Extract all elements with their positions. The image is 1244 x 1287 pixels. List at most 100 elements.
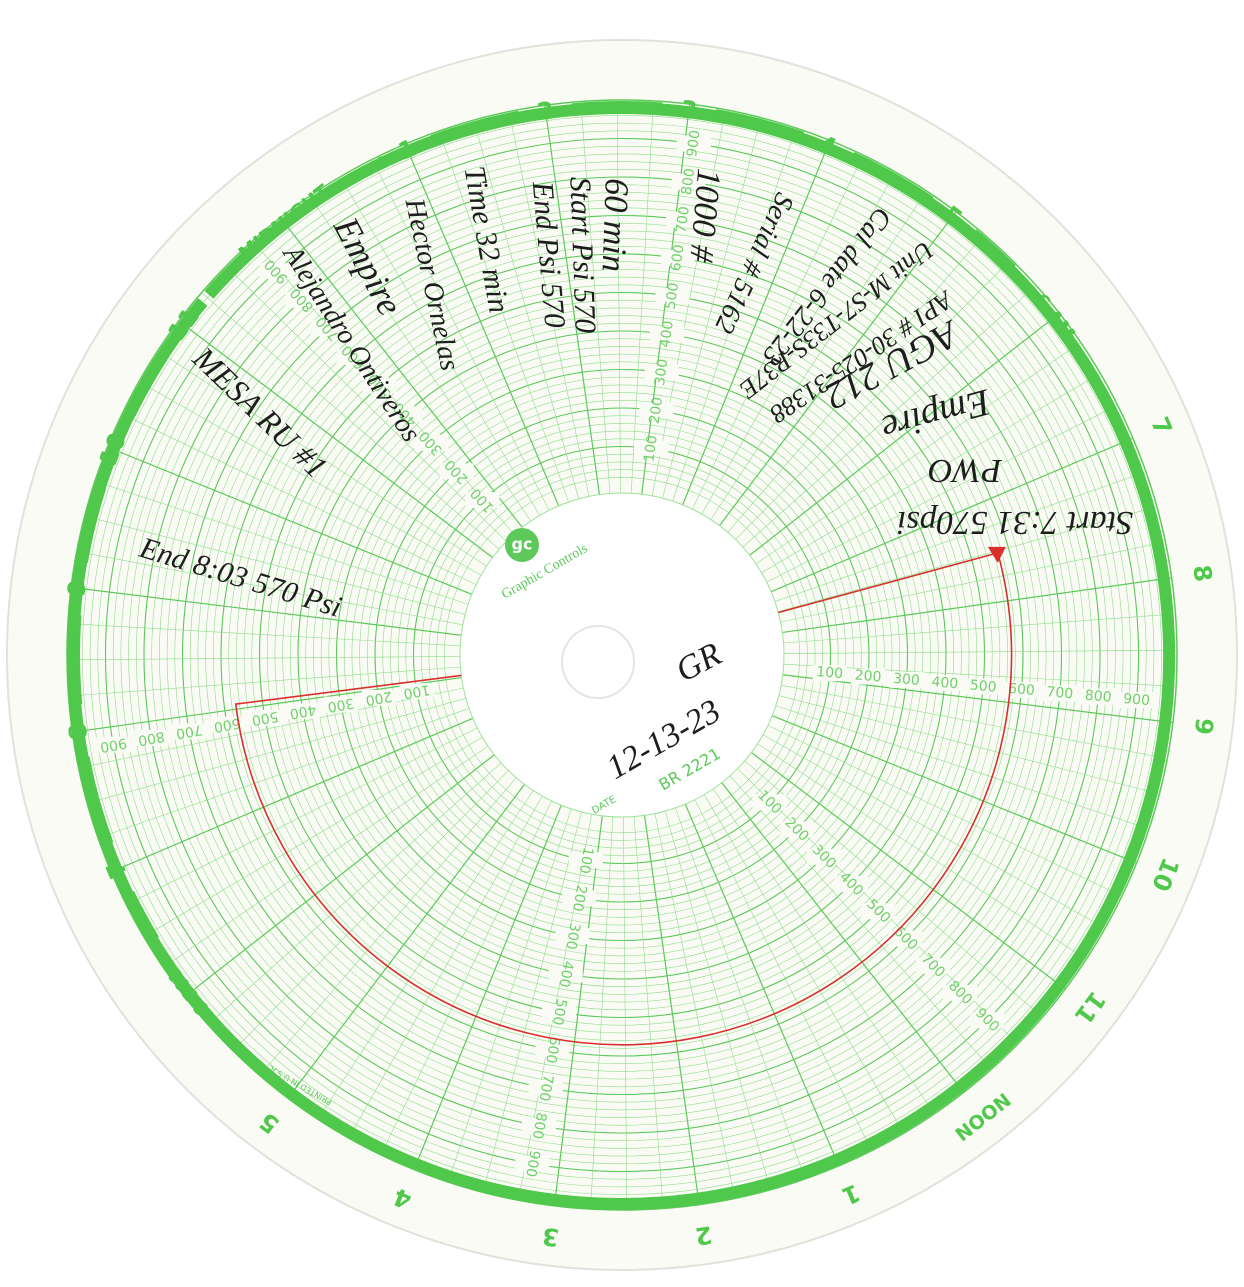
scale-label-bg	[172, 723, 207, 740]
scale-label: 200	[569, 884, 589, 913]
major-ring	[104, 137, 1140, 1173]
scale-label-bg	[465, 492, 500, 509]
scale-label: 400	[931, 674, 959, 692]
minor-time-line	[126, 727, 478, 906]
scale-label-bg	[970, 1012, 1005, 1029]
logo: gc	[512, 535, 533, 554]
hour-line	[544, 105, 601, 495]
minor-time-line	[744, 760, 1043, 1018]
minor-time-line	[138, 381, 482, 576]
scale-label: 700	[175, 721, 204, 741]
scale-label-bg	[96, 736, 131, 753]
major-ring	[143, 176, 1101, 1134]
minor-time-line	[225, 265, 507, 542]
hour-line	[110, 717, 474, 873]
hour-band	[430, 110, 521, 147]
minor-ring	[97, 130, 1147, 1180]
major-ring	[297, 330, 947, 980]
minor-time-line	[781, 684, 1168, 759]
hour-band	[849, 152, 934, 207]
minor-ring	[359, 392, 885, 918]
scale-label-bg	[644, 364, 679, 381]
minor-time-line	[68, 666, 461, 697]
minor-ring	[112, 145, 1132, 1165]
scale-label-bg	[655, 288, 690, 305]
minor-time-line	[380, 800, 552, 1156]
scale-label-bg	[779, 821, 814, 838]
scale-label-bg	[660, 249, 695, 266]
scale-label: 500	[549, 997, 569, 1026]
logo-circle	[505, 528, 539, 562]
minor-ring	[135, 168, 1109, 1142]
handwritten-note: 60 min	[595, 178, 635, 273]
minor-time-line	[67, 623, 461, 647]
major-ring	[181, 214, 1063, 1096]
scale-label-bg	[399, 683, 434, 700]
scale-label: 100	[641, 434, 661, 463]
minor-time-line	[701, 171, 896, 515]
scale-label-bg	[555, 928, 590, 945]
minor-time-line	[692, 154, 864, 510]
scale-label-bg	[562, 890, 597, 907]
scale-label-bg	[310, 320, 345, 337]
hour-label: 3	[541, 1222, 561, 1252]
hour-label: 8	[1187, 563, 1217, 583]
minor-time-line	[157, 350, 487, 567]
scale-label-bg	[1042, 685, 1077, 702]
minor-ring	[351, 384, 893, 926]
hour-line	[771, 715, 1137, 864]
scale-label: 200	[854, 667, 882, 685]
minor-ring	[236, 269, 1008, 1041]
minor-time-line	[163, 745, 489, 968]
scale-label-bg	[248, 709, 283, 726]
hour-band	[378, 156, 387, 169]
hour-line	[749, 312, 1060, 556]
scale-label: 300	[562, 922, 582, 951]
scale-label-bg	[521, 1117, 556, 1134]
scale-label-bg	[542, 1003, 577, 1020]
scale-label-bg	[1119, 692, 1154, 709]
minor-time-line	[783, 613, 1176, 644]
hour-line	[751, 752, 1066, 990]
minor-ring	[313, 346, 931, 964]
hour-line	[279, 217, 523, 528]
pen-trace	[234, 551, 1013, 1046]
minor-time-line	[348, 795, 543, 1139]
scale-label-bg	[1004, 681, 1039, 698]
major-ring	[258, 291, 986, 1019]
scale-label: 900	[1123, 691, 1151, 709]
minor-ring	[428, 461, 816, 849]
minor-time-line	[630, 100, 654, 494]
scale-label-bg	[285, 703, 320, 720]
scale-label-bg	[966, 678, 1001, 695]
minor-time-line	[775, 705, 1150, 830]
minor-time-line	[761, 373, 1101, 574]
minor-ring	[120, 153, 1124, 1157]
hour-line	[184, 754, 495, 998]
hour-band	[714, 109, 805, 144]
minor-time-line	[97, 708, 470, 839]
scale-label-bg	[942, 984, 977, 1001]
minor-ring	[274, 307, 970, 1003]
minor-time-line	[590, 816, 614, 1210]
minor-ring	[228, 261, 1016, 1049]
minor-ring	[443, 476, 800, 833]
scale-label-bg	[210, 716, 245, 733]
hour-line	[413, 804, 562, 1170]
minor-ring	[166, 199, 1078, 1111]
minor-time-line	[473, 120, 579, 499]
minor-time-line	[778, 695, 1160, 795]
scale-label: 400	[556, 960, 576, 989]
minor-ring	[174, 207, 1070, 1103]
scale-label-bg	[535, 1041, 570, 1058]
minor-time-line	[778, 506, 1157, 612]
scale-label-bg	[259, 263, 294, 280]
grid	[66, 99, 1178, 1211]
scale-label: 800	[1084, 688, 1112, 706]
minor-ring	[366, 399, 877, 910]
scale-label: 900	[99, 734, 128, 754]
scale-label-bg	[676, 135, 711, 152]
handwritten-note: Start 7:31 570psi	[897, 504, 1133, 541]
scale-label: 500	[250, 708, 279, 728]
scale-label-bg	[336, 348, 371, 365]
